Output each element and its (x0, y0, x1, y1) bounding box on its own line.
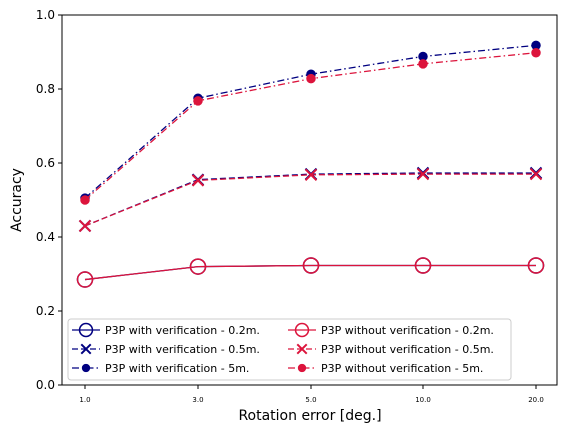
legend-label: P3P with verification - 5m. (105, 362, 249, 375)
data-point (529, 167, 543, 181)
data-point (294, 322, 310, 338)
data-point (416, 167, 430, 181)
data-point (306, 73, 316, 84)
legend-label: P3P without verification - 0.5m. (321, 343, 494, 356)
data-point (296, 343, 308, 355)
y-tick-label: 0.0 (36, 378, 55, 392)
x-tick-label: 20.0 (528, 396, 544, 404)
series-3 (80, 40, 541, 203)
x-tick-label: 1.0 (79, 396, 90, 404)
series-line (84, 264, 536, 281)
y-tick-label: 0.2 (36, 304, 55, 318)
series-line (84, 173, 536, 227)
x-tick-label: 10.0 (415, 396, 431, 404)
axis-ticks: 0.0 0.2 0.4 0.6 0.8 1.0 1.0 3.0 5.0 10.0 20.0 (36, 8, 544, 404)
series-5 (78, 167, 543, 233)
legend-label: P3P without verification - 5m. (321, 362, 483, 375)
data-point (414, 257, 432, 274)
data-point (76, 271, 94, 288)
legend-entry: P3P without verification - 0.2m. (288, 322, 494, 338)
series-line (84, 172, 536, 227)
legend-entry: P3P with verification - 0.2m. (72, 322, 260, 338)
data-point (189, 258, 207, 275)
data-point (78, 219, 92, 233)
plot-area (76, 40, 545, 288)
data-point (297, 363, 307, 373)
legend-label: P3P with verification - 0.2m. (105, 324, 260, 337)
data-point (80, 195, 90, 205)
data-point (193, 96, 203, 106)
axes-frame (61, 14, 558, 386)
legend-entry: P3P with verification - 5m. (72, 362, 249, 375)
x-axis-label: Rotation error [deg.] (238, 408, 381, 424)
series-4 (76, 257, 545, 288)
legend-entry: P3P without verification - 0.5m. (288, 343, 494, 356)
data-point (191, 174, 205, 187)
legend-label: P3P with verification - 0.5m. (105, 343, 260, 356)
legend: P3P with verification - 0.2m. P3P with ve… (67, 318, 512, 381)
data-point (304, 168, 318, 182)
y-tick-label: 1.0 (36, 8, 55, 22)
data-point (81, 363, 91, 373)
data-point (302, 257, 320, 274)
series-2 (78, 166, 543, 233)
legend-entry: P3P without verification - 5m. (288, 362, 483, 375)
y-tick-label: 0.4 (36, 230, 55, 244)
data-point (527, 257, 545, 274)
y-tick-label: 0.8 (36, 82, 55, 96)
y-tick-label: 0.6 (36, 156, 55, 170)
x-tick-label: 5.0 (305, 396, 316, 404)
data-point (418, 59, 428, 69)
data-point (531, 47, 541, 58)
legend-label: P3P without verification - 0.2m. (321, 324, 494, 337)
legend-entry: P3P with verification - 0.5m. (72, 343, 260, 356)
y-axis-label: Accuracy (9, 168, 25, 232)
data-point (80, 343, 92, 355)
x-tick-label: 3.0 (192, 396, 203, 404)
series-6 (80, 47, 541, 205)
data-point (78, 322, 94, 338)
